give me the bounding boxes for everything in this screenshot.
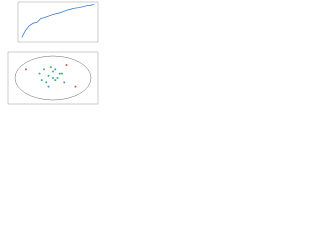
- point: [61, 72, 63, 75]
- point: [45, 81, 48, 84]
- point: [74, 85, 77, 88]
- point: [47, 74, 50, 77]
- point: [25, 68, 27, 71]
- point: [54, 68, 57, 71]
- point: [58, 72, 61, 75]
- point: [63, 81, 66, 84]
- point: [54, 79, 57, 82]
- point: [40, 79, 43, 82]
- confidence-ellipse: [14, 55, 92, 101]
- bottom-frame: [7, 51, 99, 105]
- top-frame: [17, 1, 99, 43]
- point: [52, 70, 54, 73]
- point: [38, 72, 41, 75]
- point: [47, 85, 50, 88]
- point: [52, 77, 54, 79]
- point: [56, 77, 59, 79]
- point: [43, 68, 45, 71]
- line: [21, 3, 95, 38]
- point: [65, 64, 68, 66]
- page: [7, 1, 99, 105]
- point: [49, 66, 52, 69]
